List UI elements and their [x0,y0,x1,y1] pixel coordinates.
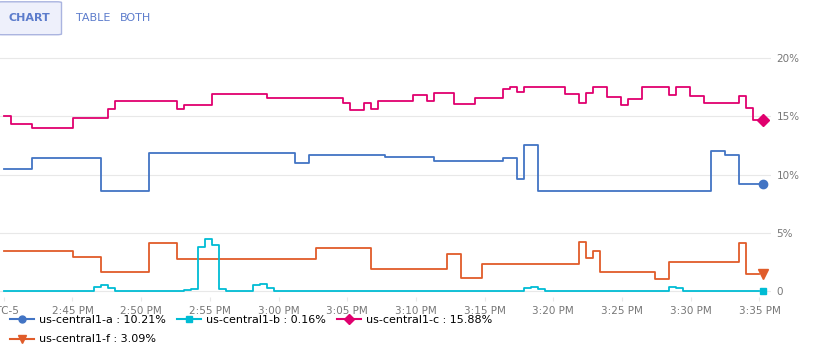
Text: TABLE: TABLE [76,13,111,23]
Text: BOTH: BOTH [120,13,151,23]
Text: CHART: CHART [9,13,50,23]
Legend: us-central1-a : 10.21%, us-central1-b : 0.16%, us-central1-c : 15.88%: us-central1-a : 10.21%, us-central1-b : … [6,310,495,329]
FancyBboxPatch shape [0,2,61,35]
Legend: us-central1-f : 3.09%: us-central1-f : 3.09% [6,330,161,349]
